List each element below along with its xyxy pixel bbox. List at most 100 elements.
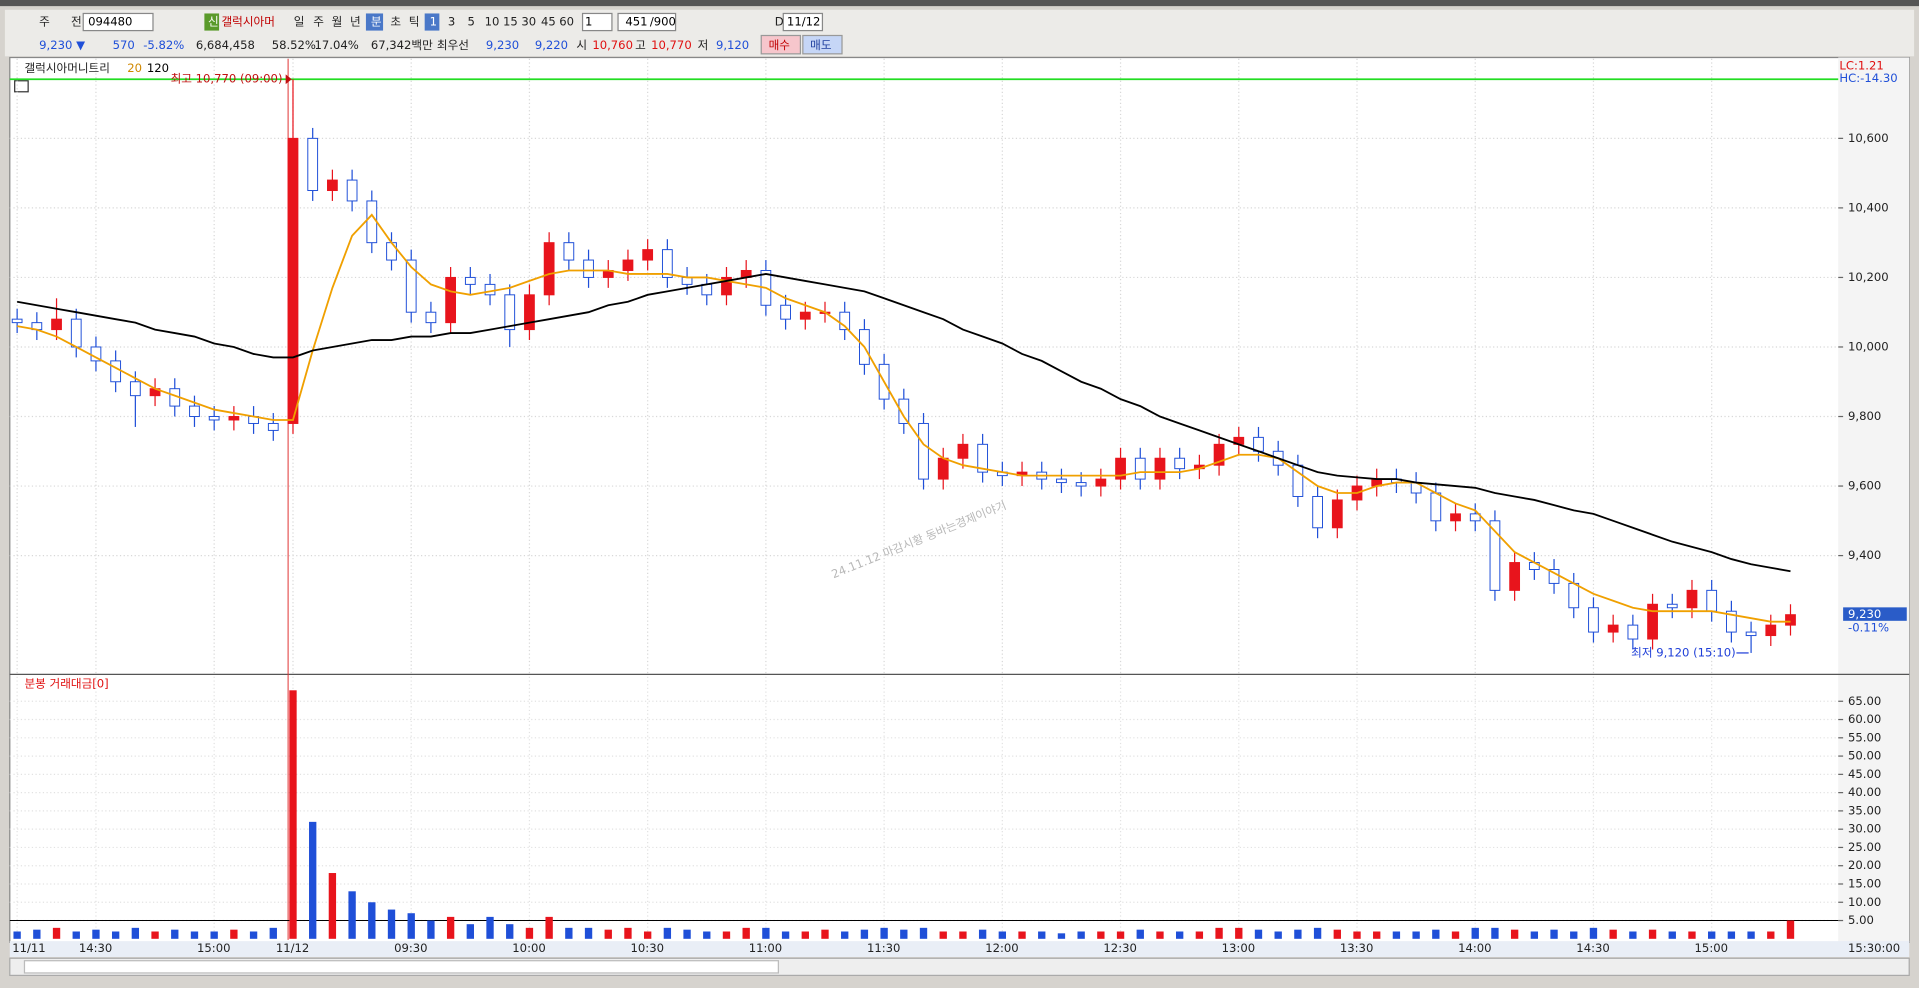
trade-button-label[interactable]: 매도 — [810, 38, 832, 52]
toolbar-item[interactable]: 15 — [503, 15, 518, 29]
candle-body — [287, 137, 299, 424]
hc-label: HC:-14.30 — [1839, 71, 1897, 85]
volume-bar — [998, 931, 1007, 939]
volume-bar — [1648, 929, 1657, 939]
volume-bar — [880, 927, 888, 939]
candle-body — [1312, 495, 1323, 529]
volume-bar — [52, 927, 61, 939]
toggle-button[interactable] — [204, 13, 220, 31]
toolbar-item[interactable]: /900 — [650, 15, 676, 29]
scroll-thumb[interactable] — [23, 960, 779, 974]
y-tick-label: 10,200 — [1848, 270, 1889, 284]
candle-body — [799, 311, 811, 320]
candle-body — [1134, 457, 1146, 480]
y-tick-label: 10,000 — [1848, 339, 1889, 353]
volume-bar — [1313, 927, 1322, 939]
y-tick-label: 20.00 — [1848, 858, 1881, 872]
volume-bar — [762, 927, 770, 939]
candle-body — [1568, 582, 1580, 609]
volume-bar — [1156, 931, 1164, 939]
candle-body — [1056, 478, 1067, 484]
volume-bar — [190, 931, 199, 939]
input-box[interactable] — [617, 12, 677, 32]
candle-body — [1745, 631, 1757, 637]
volume-bar — [1451, 931, 1460, 939]
volume-bar — [466, 924, 474, 939]
legend-title: 갤럭시아머니트리 — [24, 61, 109, 75]
candle-body — [445, 276, 457, 324]
toggle-button[interactable] — [424, 13, 440, 31]
x-axis-bg — [9, 941, 1910, 958]
buy-button[interactable] — [760, 34, 802, 55]
toolbar-item[interactable]: D — [775, 15, 784, 29]
toolbar-item[interactable]: 갤럭시아머 — [222, 15, 275, 29]
toolbar-item[interactable]: 45 — [541, 15, 556, 29]
volume-bar — [1688, 931, 1696, 939]
y-tick-label: 35.00 — [1848, 803, 1881, 817]
legend-entry: 120 — [147, 61, 169, 75]
volume-bar — [624, 927, 632, 939]
candle-body — [839, 311, 851, 331]
volume-bar — [1057, 933, 1066, 939]
volume-bar — [1077, 931, 1085, 939]
toolbar-item[interactable]: 60 — [559, 15, 574, 29]
high-label: 최고 10,770 (09:00) — [171, 72, 283, 86]
volume-bar — [1432, 929, 1440, 939]
volume-bar — [525, 927, 534, 939]
volume-bar — [900, 929, 908, 939]
sell-button[interactable] — [802, 34, 843, 55]
toolbar-item[interactable]: 일 — [294, 15, 305, 29]
toolbar-item[interactable]: 년 — [350, 15, 361, 29]
toolbar-item[interactable]: 주 — [39, 15, 50, 29]
volume-bar — [841, 931, 849, 939]
quote-item: 17.04% — [315, 38, 359, 52]
volume-bar — [584, 927, 593, 939]
toolbar-item[interactable]: 1 — [430, 15, 437, 29]
volume-bar — [269, 927, 277, 939]
candle-body — [898, 398, 910, 424]
x-tick-label: 11:30 — [867, 941, 900, 955]
input-box[interactable] — [782, 12, 824, 32]
volume-bar — [1589, 927, 1598, 939]
y-tick-label: 9,400 — [1848, 548, 1881, 562]
toolbar-item[interactable]: 초 — [390, 15, 401, 29]
candle-body — [189, 405, 200, 418]
toolbar-item[interactable]: 10 — [485, 15, 500, 29]
volume-bar — [1136, 929, 1144, 939]
candle-body — [721, 276, 732, 296]
candle-body — [1725, 610, 1737, 633]
input-box[interactable] — [82, 12, 154, 32]
volume-bar — [722, 931, 731, 939]
trade-button-label[interactable]: 매수 — [769, 38, 791, 52]
candle-body — [918, 422, 929, 480]
toolbar-item[interactable]: 094480 — [88, 15, 132, 29]
y-axis-bg — [1838, 57, 1910, 943]
toolbar-item[interactable]: 11/12 — [787, 15, 820, 29]
volume-bar — [1412, 931, 1420, 939]
toolbar-item[interactable]: 5 — [468, 15, 475, 29]
toolbar-item[interactable]: 월 — [332, 15, 343, 29]
volume-bar — [309, 821, 317, 939]
y-tick-label: 50.00 — [1848, 749, 1881, 763]
toolbar-item[interactable]: 주 — [313, 15, 324, 29]
low-label: 최저 9,120 (15:10) — [1631, 645, 1736, 659]
input-box[interactable] — [581, 12, 613, 32]
toolbar-item[interactable]: 451 — [625, 15, 647, 29]
candle-body — [1607, 624, 1619, 633]
x-tick-label: 12:30 — [1103, 941, 1136, 955]
volume-bar — [1254, 929, 1263, 939]
toolbar-item[interactable]: 1 — [585, 15, 592, 29]
volume-bar — [446, 916, 455, 939]
candle-body — [110, 360, 122, 383]
candle-body — [1450, 513, 1461, 522]
toolbar-item[interactable]: 3 — [448, 15, 455, 29]
toolbar-item[interactable]: 분 — [371, 15, 382, 29]
toolbar-item[interactable]: 전 — [71, 15, 82, 29]
toolbar-item[interactable]: 30 — [521, 15, 536, 29]
candle-body — [464, 276, 476, 285]
quote-item: 고 — [635, 38, 646, 52]
toolbar-item[interactable]: 신 — [208, 15, 219, 29]
toolbar-item[interactable]: 틱 — [409, 15, 420, 29]
toggle-button[interactable] — [365, 13, 384, 31]
